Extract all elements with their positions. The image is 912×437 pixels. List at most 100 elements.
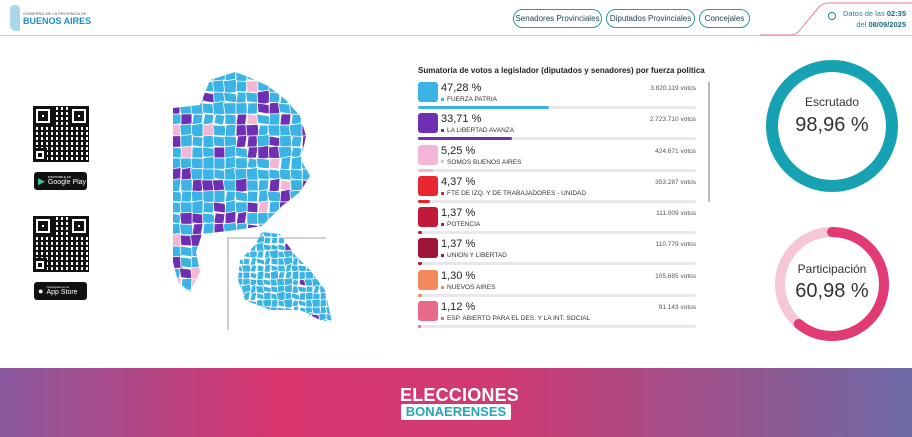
party-percent: 4,37 % xyxy=(441,175,476,188)
map-district xyxy=(235,80,248,93)
party-row[interactable]: 1,37 % POTENCIA 111.009 votos xyxy=(416,205,706,236)
map-district xyxy=(235,233,248,248)
nav-diputados-button[interactable]: Diputados Provinciales xyxy=(606,9,695,28)
party-bar-fill xyxy=(418,137,512,141)
nav-concejales-button[interactable]: Concejales xyxy=(699,9,750,28)
map-district xyxy=(213,234,226,247)
party-logo xyxy=(418,82,438,102)
header: GOBIERNO DE LA PROVINCIA DE BUENOS AIRES… xyxy=(0,0,912,36)
map-district xyxy=(179,211,194,226)
map-district xyxy=(255,113,272,126)
map-district xyxy=(319,232,328,238)
map-district xyxy=(282,312,295,322)
map-district xyxy=(242,257,251,266)
map-district xyxy=(291,320,300,322)
map-district xyxy=(246,135,259,148)
map-district xyxy=(234,177,249,194)
map-district xyxy=(297,257,308,266)
map-district xyxy=(301,223,310,236)
map-district xyxy=(179,245,194,258)
map-district xyxy=(246,212,259,225)
map-district xyxy=(319,255,328,268)
google-play-badge[interactable]: ▶ DISPONIBLE EN Google Play xyxy=(34,172,87,190)
map-district xyxy=(277,319,286,322)
map-district xyxy=(289,89,304,106)
map-district xyxy=(213,289,226,292)
map-district xyxy=(191,72,204,82)
party-percent: 1,37 % xyxy=(441,238,476,251)
map-district xyxy=(249,264,258,273)
party-color-dot xyxy=(441,285,444,289)
party-color-dot xyxy=(441,191,444,195)
party-row[interactable]: 5,25 % SOMOS BUENOS AIRES 424.671 votos xyxy=(416,143,706,174)
map-district xyxy=(289,201,304,214)
party-logo xyxy=(418,238,438,259)
map-district xyxy=(202,190,215,203)
party-results-list[interactable]: 47,28 % FUERZA PATRIA 3.820.119 votos 33… xyxy=(416,80,706,338)
party-row[interactable]: 33,71 % LA LIBERTAD AVANZA 2.723.710 vot… xyxy=(416,111,706,142)
party-percent: 1,30 % xyxy=(441,269,476,282)
party-bar-fill xyxy=(418,106,550,109)
map-district xyxy=(224,113,237,126)
party-votes: 3.820.119 votos xyxy=(650,85,696,92)
map-district xyxy=(245,80,260,93)
map-district xyxy=(180,72,193,82)
map-district xyxy=(245,166,260,183)
header-accent-curve xyxy=(760,2,912,36)
party-row[interactable]: 1,12 % ESP. ABIERTO PARA EL DES. Y LA IN… xyxy=(416,299,706,330)
turnout-gauge: Participación 60,98 % xyxy=(752,224,912,344)
map-district xyxy=(191,278,204,291)
map-district xyxy=(242,319,251,322)
province-logo[interactable]: GOBIERNO DE LA PROVINCIA DE BUENOS AIRES xyxy=(10,5,91,31)
map-district xyxy=(249,232,258,240)
map-district xyxy=(248,313,259,322)
map-district xyxy=(180,190,193,203)
party-row[interactable]: 1,37 % UNION Y LIBERTAD 110.779 votos xyxy=(416,236,706,267)
map-district xyxy=(279,168,292,181)
map-district xyxy=(270,313,279,322)
map-district xyxy=(235,124,248,137)
map-district xyxy=(211,72,228,82)
turnout-label: Participación xyxy=(797,262,867,276)
map-district xyxy=(261,313,274,322)
party-logo xyxy=(418,207,438,228)
party-row[interactable]: 47,28 % FUERZA PATRIA 3.820.119 votos xyxy=(416,80,706,111)
party-logo xyxy=(418,113,438,134)
map-district xyxy=(212,201,227,214)
map-district xyxy=(268,135,281,148)
map-district xyxy=(246,190,259,203)
nav-senadores-button[interactable]: Senadores Provinciales xyxy=(513,9,602,28)
map-district xyxy=(173,287,182,292)
map-district xyxy=(222,78,239,95)
map-district xyxy=(305,319,314,322)
map-district xyxy=(211,278,228,291)
map-district xyxy=(278,72,293,83)
map-district xyxy=(179,256,194,269)
map-district xyxy=(246,146,259,159)
party-color-dot xyxy=(441,222,444,226)
map-district xyxy=(270,257,279,266)
map-district xyxy=(256,304,265,317)
map-district xyxy=(289,179,304,192)
map-district xyxy=(246,201,259,214)
map-district xyxy=(289,232,302,239)
map-district xyxy=(284,306,293,315)
map-district xyxy=(268,91,281,104)
list-scrollbar[interactable] xyxy=(708,82,710,202)
party-color-dot xyxy=(441,316,444,320)
map-district xyxy=(300,233,310,248)
map-district xyxy=(180,178,193,193)
map-district xyxy=(238,249,244,260)
app-store-badge[interactable]: ● Consíguelo en el App Store xyxy=(34,282,87,300)
party-name: FUERZA PATRIA xyxy=(441,96,497,103)
results-map[interactable] xyxy=(0,0,400,360)
map-district xyxy=(238,313,246,322)
party-row[interactable]: 1,30 % NUEVOS AIRES 105.685 votos xyxy=(416,268,706,299)
map-district xyxy=(291,313,300,322)
map-district xyxy=(317,270,330,281)
party-row[interactable]: 4,37 % FTE DE IZQ. Y DE TRABAJADORES - U… xyxy=(416,174,706,205)
map-district xyxy=(301,134,310,149)
map-district xyxy=(180,289,193,292)
party-bar-fill xyxy=(418,293,422,297)
party-bar-fill xyxy=(418,231,422,235)
